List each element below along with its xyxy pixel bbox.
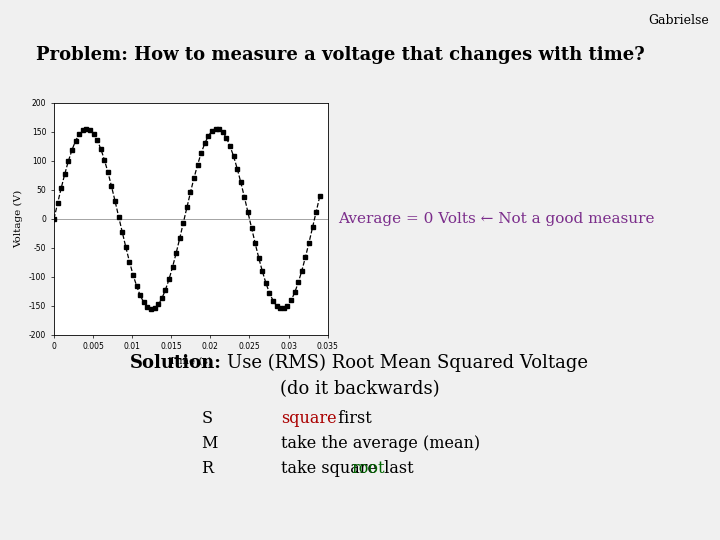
Text: S: S [202, 410, 212, 427]
Text: Problem: How to measure a voltage that changes with time?: Problem: How to measure a voltage that c… [36, 46, 644, 64]
X-axis label: Time (s): Time (s) [169, 357, 212, 366]
Y-axis label: Voltage (V): Voltage (V) [14, 190, 24, 248]
Text: (do it backwards): (do it backwards) [280, 380, 440, 397]
Text: Average = 0 Volts ← Not a good measure: Average = 0 Volts ← Not a good measure [338, 212, 655, 226]
Text: Gabrielse: Gabrielse [649, 14, 709, 26]
Text: last: last [379, 460, 413, 477]
Text: square: square [281, 410, 336, 427]
Text: root: root [351, 460, 385, 477]
Text: take the average (mean): take the average (mean) [281, 435, 480, 451]
Text: first: first [333, 410, 372, 427]
Text: Solution:: Solution: [130, 354, 222, 372]
Text: take square: take square [281, 460, 382, 477]
Text: Use (RMS) Root Mean Squared Voltage: Use (RMS) Root Mean Squared Voltage [227, 354, 588, 372]
Text: R: R [202, 460, 214, 477]
Text: M: M [202, 435, 218, 451]
